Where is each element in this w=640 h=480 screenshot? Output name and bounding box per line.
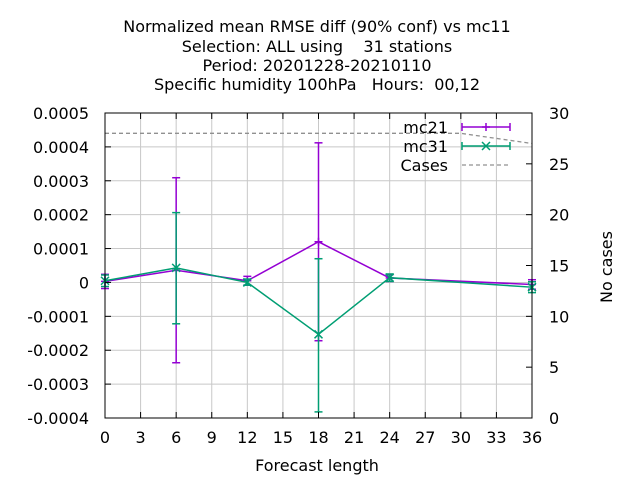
y-tick-label: 0.0001 (33, 240, 89, 259)
y-tick-label: 0.0002 (33, 206, 89, 225)
x-axis-label: Forecast length (255, 456, 379, 475)
y2-tick-label: 30 (549, 104, 569, 123)
series-line (104, 267, 533, 336)
y-tick-label: -0.0003 (27, 375, 89, 394)
data-point (171, 263, 181, 273)
title-line-4: Specific humidity 100hPa Hours: 00,12 (154, 75, 480, 94)
x-tick-label: 3 (135, 428, 145, 447)
data-point (242, 277, 252, 287)
chart-title: Normalized mean RMSE diff (90% conf) vs … (123, 17, 510, 94)
data-point (313, 329, 324, 339)
x-tick-label: 33 (486, 428, 506, 447)
legend-label: Cases (401, 156, 449, 175)
y2-tick-label: 0 (549, 409, 559, 428)
x-tick-label: 15 (273, 428, 293, 447)
y2-tick-label: 10 (549, 307, 569, 326)
y2-axis-label: No cases (597, 231, 616, 303)
x-tick-label: 30 (451, 428, 471, 447)
y-tick-label: 0.0003 (33, 172, 89, 191)
y-tick-label: -0.0004 (27, 409, 89, 428)
x-tick-label: 24 (379, 428, 399, 447)
x-tick-label: 27 (415, 428, 435, 447)
y-tick-label: 0.0004 (33, 138, 89, 157)
data-point (314, 237, 323, 246)
y2-tick-label: 20 (549, 206, 569, 225)
cases-line (105, 132, 533, 145)
series-mc31 (100, 211, 537, 413)
legend-entry-mc21: mc21 (403, 118, 511, 137)
legend-label: mc21 (403, 118, 448, 137)
x-tick-label: 6 (171, 428, 181, 447)
axes: 0 3 6 9 12 15 18 21 24 27 30 33 36-0.0004-0.0003-0.0… (27, 104, 569, 447)
y-tick-label: -0.0002 (27, 341, 89, 360)
y-tick-label: 0 (79, 273, 89, 292)
y2-tick-label: 5 (549, 358, 559, 377)
y-tick-label: -0.0001 (27, 307, 89, 326)
data-point (385, 273, 395, 283)
y-tick-label: 0.0005 (33, 104, 89, 123)
legend-label: mc31 (403, 137, 448, 156)
y2-tick-label: 15 (549, 257, 569, 276)
x-tick-label: 0 (100, 428, 110, 447)
legend-entry-mc31: mc31 (403, 137, 511, 156)
y2-tick-label: 25 (549, 155, 569, 174)
title-line-1: Normalized mean RMSE diff (90% conf) vs … (123, 17, 510, 36)
series-layer (100, 142, 537, 413)
legend-marker (481, 141, 491, 151)
x-tick-label: 9 (207, 428, 217, 447)
cases-series (105, 132, 533, 145)
x-tick-label: 12 (237, 428, 257, 447)
title-line-2: Selection: ALL using 31 stations (182, 37, 452, 56)
x-tick-label: 21 (344, 428, 364, 447)
legend-entry-Cases: Cases (401, 156, 510, 175)
title-line-3: Period: 20201228-20210110 (202, 56, 431, 75)
x-tick-label: 18 (308, 428, 328, 447)
legend-marker (482, 123, 490, 131)
x-tick-label: 36 (522, 428, 542, 447)
